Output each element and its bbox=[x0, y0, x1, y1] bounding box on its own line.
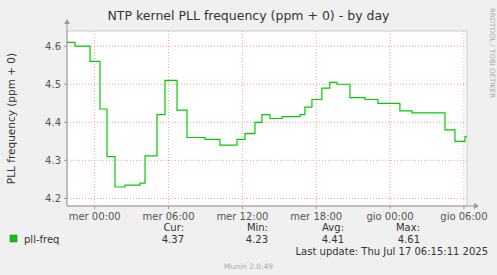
y-tick-label: 4.4 bbox=[45, 117, 61, 128]
y-tick-label: 4.2 bbox=[45, 193, 61, 204]
stat-header: Min: bbox=[247, 222, 268, 233]
grid-line bbox=[67, 198, 467, 199]
chart: NTP kernel PLL frequency (ppm + 0) - by … bbox=[0, 0, 497, 275]
x-axis-arrow bbox=[474, 203, 479, 209]
background bbox=[0, 0, 497, 275]
footer: Munin 2.0.49 bbox=[224, 262, 273, 271]
x-axis bbox=[67, 206, 475, 207]
x-tick-label: mer 18:00 bbox=[290, 211, 342, 222]
stat-header: Cur: bbox=[163, 222, 184, 233]
grid-line bbox=[390, 31, 391, 206]
data-line bbox=[67, 42, 467, 187]
grid-line bbox=[94, 31, 95, 206]
stat-header: Max: bbox=[396, 222, 420, 233]
last-update: Last update: Thu Jul 17 06:15:11 2025 bbox=[296, 246, 488, 257]
y-axis-arrow bbox=[64, 19, 70, 24]
title: NTP kernel PLL frequency (ppm + 0) - by … bbox=[108, 8, 391, 23]
grid-line bbox=[67, 84, 467, 85]
y-tick-label: 4.6 bbox=[45, 41, 61, 52]
grid-line bbox=[67, 46, 467, 47]
x-tick-label: mer 12:00 bbox=[216, 211, 268, 222]
grid-line bbox=[67, 122, 467, 123]
stat-value: 4.61 bbox=[398, 234, 420, 245]
x-tick-label: mer 06:00 bbox=[143, 211, 195, 222]
x-tick-label: mer 00:00 bbox=[69, 211, 121, 222]
plot-area bbox=[67, 31, 467, 206]
grid-line bbox=[67, 160, 467, 161]
x-tick-label: gio 06:00 bbox=[440, 211, 487, 222]
grid-line bbox=[242, 31, 243, 206]
y-tick-label: 4.3 bbox=[45, 155, 61, 166]
data-group bbox=[67, 42, 467, 187]
legend-label: pll-freq bbox=[24, 234, 59, 245]
y-axis bbox=[67, 23, 68, 206]
stat-value: 4.23 bbox=[246, 234, 268, 245]
y-tick-label: 4.5 bbox=[45, 79, 61, 90]
grid-line bbox=[316, 31, 317, 206]
stat-header: Avg: bbox=[322, 222, 344, 233]
y-axis-label: PLL frequency (ppm + 0) bbox=[5, 53, 17, 184]
stat-value: 4.37 bbox=[162, 234, 184, 245]
stat-value: 4.41 bbox=[322, 234, 344, 245]
grid-line bbox=[168, 31, 169, 206]
grid-line bbox=[463, 31, 464, 206]
watermark: RRDTOOL / TOBI OETIKER bbox=[488, 8, 496, 98]
x-tick-label: gio 00:00 bbox=[366, 211, 413, 222]
plot-frame bbox=[67, 31, 467, 206]
legend-swatch bbox=[10, 235, 17, 242]
